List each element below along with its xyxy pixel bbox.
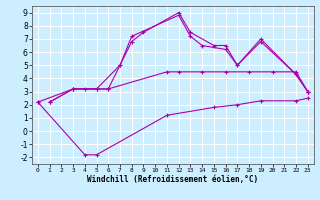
X-axis label: Windchill (Refroidissement éolien,°C): Windchill (Refroidissement éolien,°C) — [87, 175, 258, 184]
